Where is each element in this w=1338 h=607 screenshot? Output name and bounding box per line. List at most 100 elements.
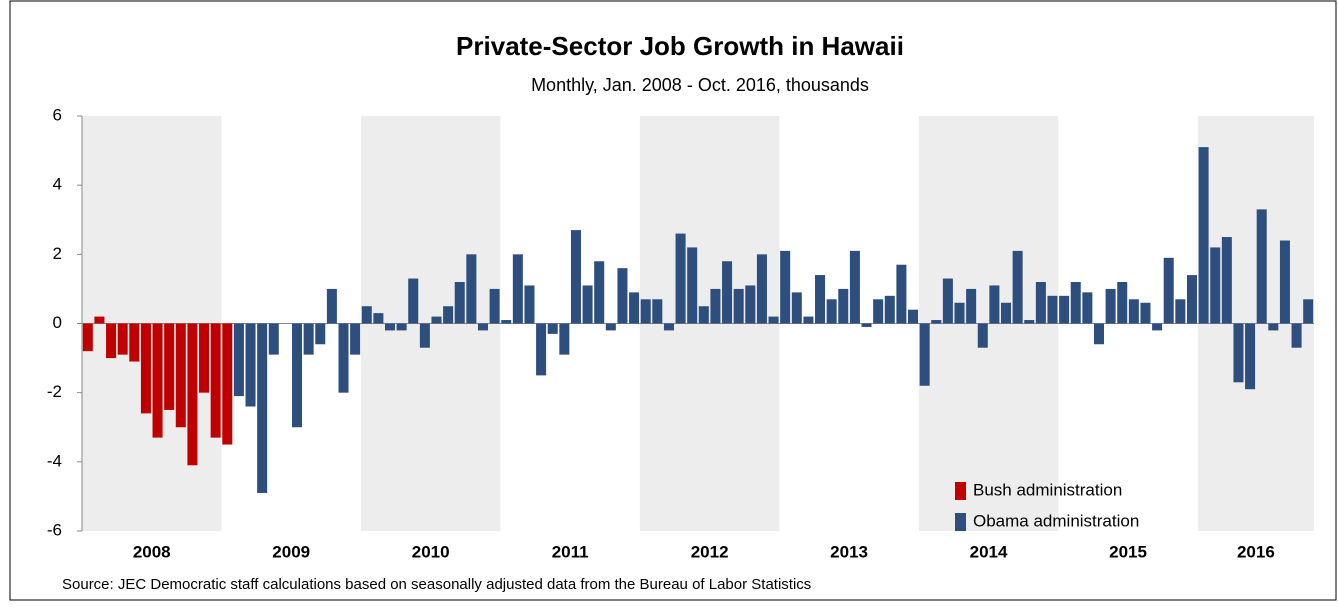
x-tick-label: 2008	[133, 542, 171, 561]
legend-swatch	[955, 513, 966, 531]
bar	[791, 292, 802, 324]
bar	[1291, 323, 1302, 348]
bar	[698, 306, 709, 324]
bar	[838, 288, 849, 324]
bar	[431, 316, 442, 324]
bar	[617, 268, 628, 324]
bar	[1047, 295, 1058, 324]
bar	[315, 323, 326, 345]
bar	[977, 323, 988, 348]
y-tick-label: 4	[53, 175, 62, 194]
bar	[1082, 292, 1093, 324]
y-tick-label: -4	[47, 451, 62, 470]
bar	[373, 313, 384, 324]
bar	[1279, 240, 1290, 324]
chart-title: Private-Sector Job Growth in Hawaii	[456, 31, 904, 61]
frame	[9, 0, 1337, 601]
legend-swatch	[955, 482, 966, 500]
bar	[536, 323, 547, 376]
bar	[849, 250, 860, 324]
bar	[966, 288, 977, 324]
bar	[710, 288, 721, 324]
bar	[489, 288, 500, 324]
bar	[861, 323, 872, 327]
bar	[396, 323, 407, 331]
bar	[1059, 295, 1070, 324]
bar	[512, 254, 523, 324]
bar	[292, 323, 303, 428]
bar	[1070, 282, 1081, 324]
bar	[1152, 323, 1163, 331]
bar	[140, 323, 151, 414]
bar	[559, 323, 570, 355]
bar	[175, 323, 186, 428]
bar	[326, 288, 337, 324]
bar	[210, 323, 221, 438]
bar	[1024, 320, 1035, 324]
bar	[222, 323, 233, 445]
bar	[722, 261, 733, 324]
bar	[733, 288, 744, 324]
bar	[466, 254, 477, 324]
bar	[745, 285, 756, 324]
bar	[803, 316, 814, 324]
bar	[1245, 323, 1256, 390]
bar	[942, 278, 953, 324]
y-tick-label: -2	[47, 382, 62, 401]
bar	[1035, 282, 1046, 324]
bar	[1221, 237, 1232, 324]
bar	[82, 323, 93, 352]
bar	[675, 233, 686, 324]
bar	[1175, 299, 1186, 324]
bar	[1012, 250, 1023, 324]
bar	[652, 299, 663, 324]
legend-label: Obama administration	[973, 511, 1139, 530]
bar	[408, 278, 419, 324]
x-tick-label: 2016	[1237, 542, 1275, 561]
x-tick-label: 2011	[552, 542, 589, 561]
bar	[547, 323, 558, 334]
bar	[268, 323, 279, 355]
y-tick-label: 6	[53, 105, 62, 124]
bar	[233, 323, 244, 397]
bar	[1303, 299, 1314, 324]
bar	[931, 320, 942, 324]
bar	[896, 264, 907, 324]
bar	[443, 306, 454, 324]
bar	[187, 323, 198, 466]
bar	[106, 323, 117, 359]
bar	[815, 275, 826, 324]
bar	[1117, 282, 1128, 324]
bar	[454, 282, 465, 324]
bar	[908, 309, 919, 324]
bar	[640, 299, 651, 324]
bar	[1186, 275, 1197, 324]
bar	[1000, 302, 1012, 324]
bar	[768, 316, 779, 324]
bar	[629, 292, 640, 324]
source-note: Source: JEC Democratic staff calculation…	[62, 576, 811, 593]
chart-subtitle: Monthly, Jan. 2008 - Oct. 2016, thousand…	[531, 75, 869, 95]
bar	[164, 323, 175, 410]
bar	[989, 285, 1000, 324]
bar	[1256, 209, 1267, 324]
bar	[501, 320, 512, 324]
bar	[117, 323, 128, 355]
bar	[1268, 323, 1279, 331]
bar	[826, 299, 837, 324]
bar	[245, 323, 256, 407]
bar	[919, 323, 930, 386]
x-tick-label: 2012	[691, 542, 729, 561]
y-tick-label: -6	[47, 520, 62, 539]
bar	[663, 323, 674, 331]
x-tick-label: 2010	[412, 542, 450, 561]
bar	[257, 323, 268, 493]
bar	[94, 316, 105, 324]
bar	[350, 323, 361, 355]
bar	[1163, 257, 1174, 324]
bar	[361, 306, 372, 324]
y-tick-label: 0	[53, 313, 62, 332]
bar	[570, 230, 581, 324]
legend-label: Bush administration	[973, 480, 1122, 499]
